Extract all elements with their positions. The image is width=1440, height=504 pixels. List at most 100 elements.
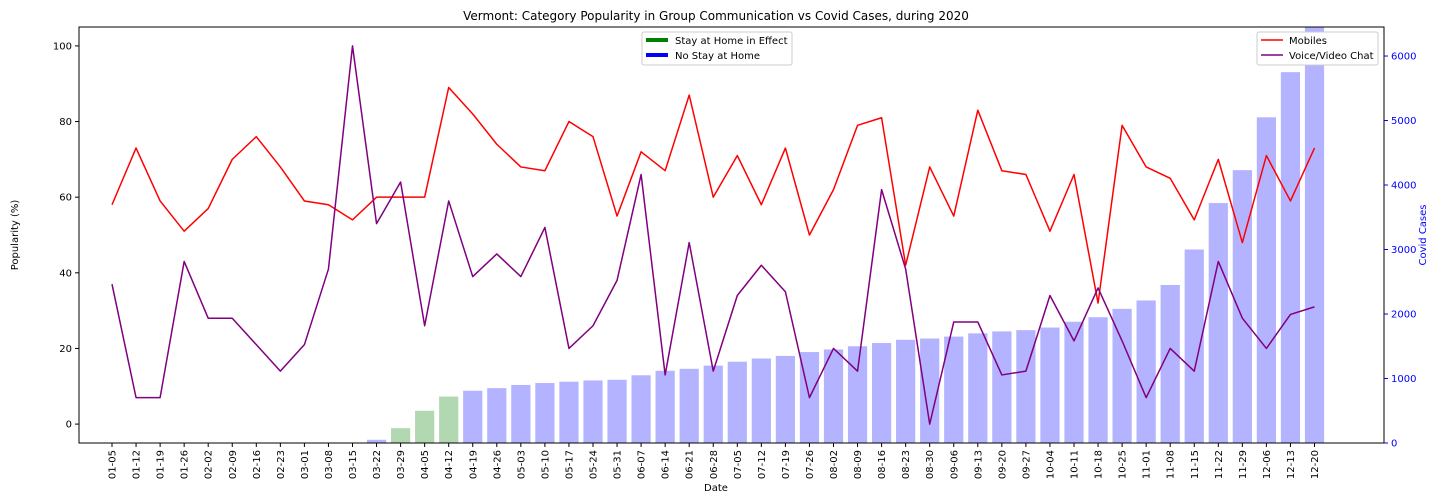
covid-bar-06-07 <box>631 375 651 443</box>
y-left-tick-label: 40 <box>59 268 72 279</box>
legend-stay-at-home: Stay at Home in Effect No Stay at Home <box>641 31 793 66</box>
x-tick-label: 07-19 <box>781 450 792 479</box>
x-tick-label: 11-01 <box>1142 450 1153 479</box>
x-tick-label: 12-06 <box>1262 450 1273 479</box>
legend-label-no-stay-at-home: No Stay at Home <box>675 51 760 62</box>
x-tick-label: 08-16 <box>877 450 888 479</box>
x-tick-label: 10-18 <box>1094 450 1105 479</box>
x-tick-label: 04-26 <box>492 450 503 479</box>
y-axis-right-label: Covid Cases <box>1418 204 1429 265</box>
x-tick-label: 09-06 <box>949 450 960 479</box>
y-right-tick-label: 3000 <box>1391 245 1416 256</box>
x-tick-label: 01-26 <box>180 450 191 479</box>
covid-bar-10-18 <box>1088 317 1108 443</box>
series-line-voice-video-chat <box>111 45 1315 425</box>
x-tick-label: 08-02 <box>829 450 840 479</box>
covid-bar-03-29 <box>391 428 411 443</box>
covid-bar-04-12 <box>439 396 459 443</box>
y-right-tick-label: 2000 <box>1391 310 1416 321</box>
y-left-tick-label: 60 <box>59 193 72 204</box>
covid-bar-10-25 <box>1112 308 1132 443</box>
covid-bar-05-17 <box>559 381 579 443</box>
y-axis-left: 0 20 40 60 80 100 <box>53 41 79 431</box>
covid-bars <box>366 27 1325 444</box>
x-tick-label: 01-19 <box>156 450 167 479</box>
covid-bar-05-03 <box>511 384 531 443</box>
covid-bar-08-02 <box>823 349 844 443</box>
x-tick-label: 01-12 <box>132 450 143 479</box>
y-axis-right: 0 1000 2000 3000 4000 5000 6000 <box>1384 52 1416 450</box>
x-tick-label: 11-29 <box>1238 450 1249 479</box>
x-tick-label: 05-24 <box>589 450 600 479</box>
x-tick-label: 02-02 <box>204 450 215 479</box>
x-tick-label: 04-05 <box>420 450 431 479</box>
y-left-tick-label: 0 <box>66 420 72 431</box>
x-tick-label: 12-13 <box>1286 450 1297 479</box>
covid-bar-11-22 <box>1208 203 1228 443</box>
legend-frame <box>1256 31 1379 66</box>
covid-bar-08-23 <box>896 339 916 443</box>
covid-bar-07-19 <box>775 355 795 443</box>
y-left-tick-label: 80 <box>59 117 72 128</box>
x-tick-label: 06-21 <box>685 450 696 479</box>
covid-bar-06-28 <box>703 365 723 443</box>
chart-title: Vermont: Category Popularity in Group Co… <box>463 9 969 23</box>
y-right-tick-label: 6000 <box>1391 52 1416 63</box>
x-tick-label: 01-05 <box>108 450 119 479</box>
legend-series: Mobiles Voice/Video Chat <box>1256 31 1379 66</box>
y-left-tick-label: 20 <box>59 344 72 355</box>
x-tick-label: 06-14 <box>661 450 672 479</box>
series-line-mobiles <box>111 86 1316 304</box>
x-tick-label: 09-13 <box>973 450 984 479</box>
covid-bar-06-21 <box>679 368 699 443</box>
covid-bar-11-01 <box>1136 300 1156 443</box>
x-tick-label: 03-15 <box>348 450 359 479</box>
x-tick-label: 05-10 <box>540 450 551 479</box>
x-tick-label: 12-20 <box>1310 450 1321 479</box>
covid-bar-10-11 <box>1064 321 1084 443</box>
x-tick-label: 03-29 <box>396 450 407 479</box>
plot-frame <box>78 26 1385 444</box>
covid-bar-07-12 <box>751 358 771 443</box>
covid-bar-09-06 <box>944 336 964 443</box>
x-tick-label: 11-15 <box>1190 450 1201 479</box>
x-tick-label: 05-17 <box>564 450 575 479</box>
covid-bar-12-20 <box>1304 27 1325 443</box>
legend-label-stay-at-home: Stay at Home in Effect <box>675 36 788 47</box>
covid-bar-08-30 <box>920 338 940 443</box>
y-right-tick-label: 0 <box>1391 439 1397 450</box>
x-tick-label: 06-07 <box>637 450 648 479</box>
x-tick-label: 04-19 <box>468 450 479 479</box>
x-tick-label: 11-22 <box>1214 450 1225 479</box>
covid-bar-09-20 <box>992 331 1012 443</box>
covid-bar-04-26 <box>487 388 507 443</box>
x-tick-label: 02-09 <box>228 450 239 479</box>
legend-label-mobiles: Mobiles <box>1289 36 1327 47</box>
x-tick-label: 08-09 <box>853 450 864 479</box>
x-tick-label: 05-03 <box>516 450 527 479</box>
covid-bar-08-16 <box>872 343 892 443</box>
covid-bar-09-27 <box>1016 330 1036 443</box>
x-tick-label: 09-20 <box>997 450 1008 479</box>
popularity-lines <box>111 45 1316 425</box>
covid-bar-09-13 <box>968 333 988 443</box>
y-left-tick-label: 100 <box>53 41 72 52</box>
covid-bar-06-14 <box>655 370 675 443</box>
covid-bar-10-04 <box>1040 327 1060 443</box>
y-right-tick-label: 4000 <box>1391 181 1416 192</box>
y-right-tick-label: 5000 <box>1391 116 1416 127</box>
covid-bar-05-10 <box>535 383 555 443</box>
x-tick-label: 07-26 <box>805 450 816 479</box>
covid-bar-12-13 <box>1280 72 1301 444</box>
x-tick-label: 08-30 <box>925 450 936 479</box>
x-tick-label: 07-05 <box>733 450 744 479</box>
covid-bar-04-19 <box>463 390 483 443</box>
x-tick-label: 03-22 <box>372 450 383 479</box>
x-tick-label: 04-12 <box>444 450 455 479</box>
x-tick-label: 11-08 <box>1166 450 1177 479</box>
legend-frame <box>641 31 793 66</box>
x-tick-label: 10-11 <box>1070 450 1081 479</box>
legend-label-voice-video-chat: Voice/Video Chat <box>1289 51 1374 62</box>
x-axis: 01-05 01-12 01-19 01-26 02-02 02-09 02-16 02-23… <box>108 443 1321 479</box>
